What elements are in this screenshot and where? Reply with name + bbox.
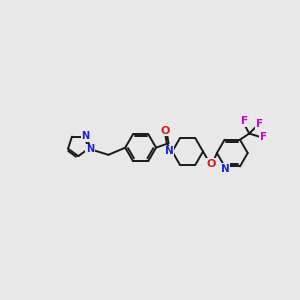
Text: N: N xyxy=(81,131,89,141)
Text: F: F xyxy=(241,116,248,126)
Text: O: O xyxy=(207,159,216,169)
Text: N: N xyxy=(221,164,230,174)
Text: N: N xyxy=(86,144,94,154)
Text: F: F xyxy=(260,132,267,142)
Text: N: N xyxy=(165,146,173,157)
Text: O: O xyxy=(160,126,170,136)
Text: F: F xyxy=(256,119,263,129)
